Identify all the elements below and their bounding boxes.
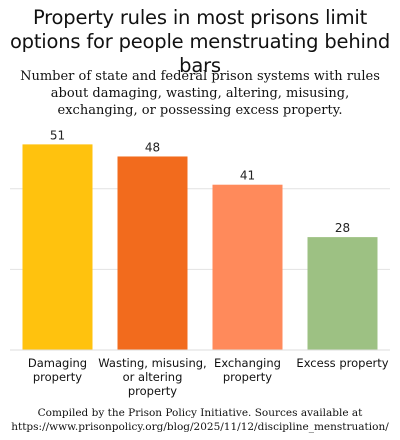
source-line-1: Compiled by the Prison Policy Initiative… (37, 407, 363, 419)
bars (22, 144, 378, 350)
bar-0 (22, 144, 93, 350)
bar-3 (307, 237, 378, 350)
bar-value-label-3: 28 (335, 221, 350, 235)
chart-subtitle: Number of state and federal prison syste… (20, 69, 380, 118)
bar-value-label-1: 48 (145, 140, 160, 154)
bar-2 (212, 184, 283, 350)
category-label-3: Excess property (296, 356, 389, 370)
bar-value-label-0: 51 (50, 128, 65, 142)
category-label-0: Damaging property (27, 356, 88, 384)
bar-1 (117, 156, 188, 350)
bar-value-label-2: 41 (240, 169, 255, 183)
source-note: Compiled by the Prison Policy Initiative… (0, 406, 400, 434)
value-labels: 51 48 41 28 (50, 128, 350, 235)
source-line-2: https://www.prisonpolicy.org/blog/2025/1… (11, 421, 389, 433)
category-label-2: Exchanging property (214, 356, 281, 384)
category-label-1: Wasting, misusing, or altering property (98, 356, 207, 398)
chart-title: Property rules in most prisons limit opt… (9, 6, 391, 77)
